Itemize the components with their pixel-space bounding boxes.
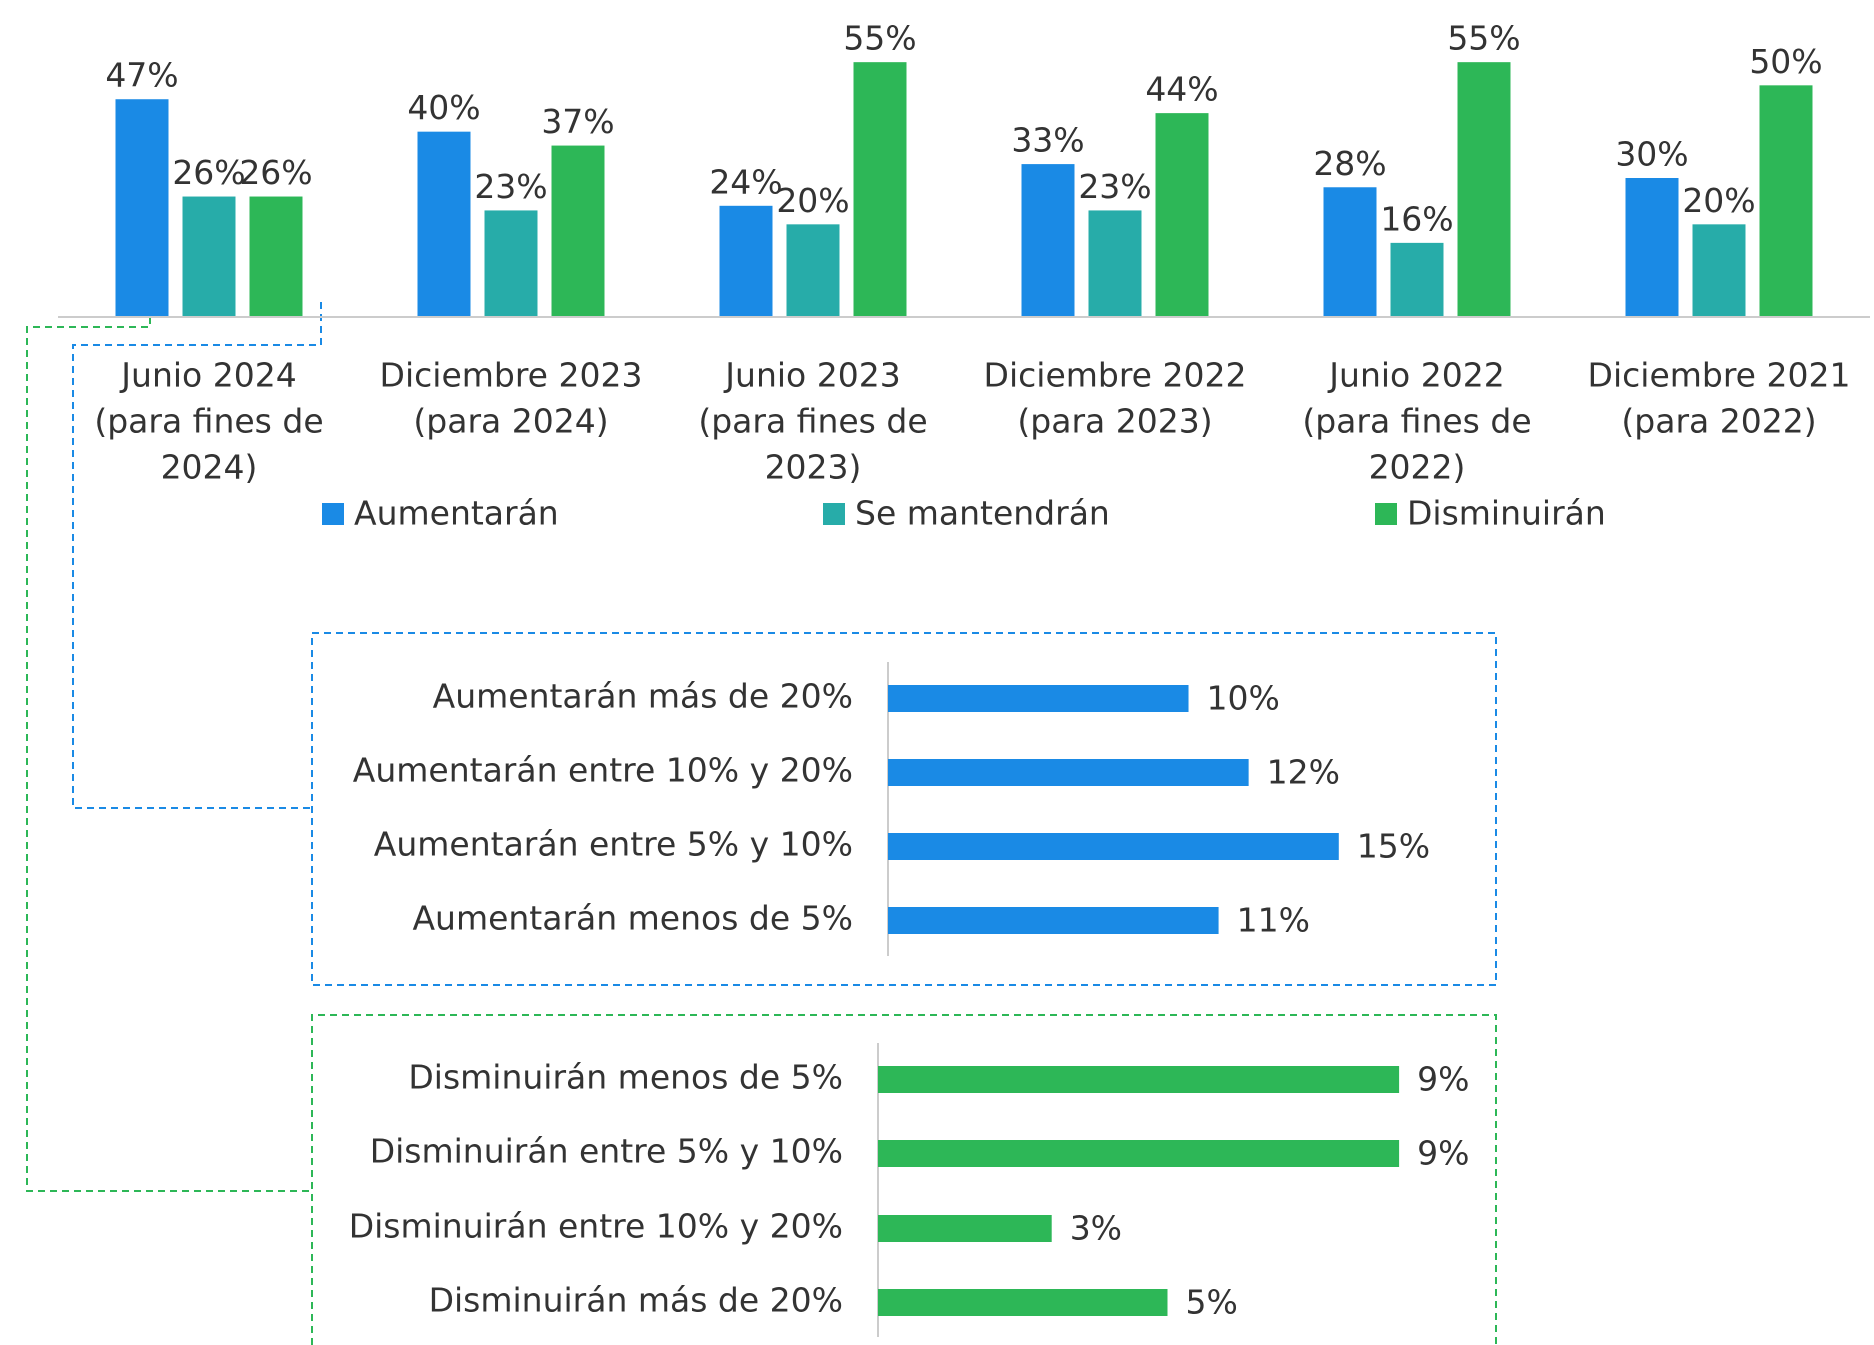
legend-label: Disminuirán (1407, 494, 1606, 533)
legend-label: Se mantendrán (855, 494, 1110, 533)
legend-swatch (1375, 503, 1397, 525)
y-tick-label: Disminuirán más de 20% (429, 1281, 843, 1320)
x-tick-label: (para fines de (94, 402, 323, 441)
x-tick-label: Junio 2024 (119, 356, 296, 395)
x-tick-label: (para 2024) (413, 402, 608, 441)
value-label: 11% (1237, 901, 1310, 940)
y-tick-label: Disminuirán entre 5% y 10% (370, 1132, 843, 1171)
value-label: 3% (1070, 1209, 1122, 1248)
value-label: 16% (1380, 199, 1453, 238)
bar (888, 907, 1219, 934)
bar (888, 833, 1339, 860)
value-label: 55% (1447, 19, 1520, 58)
bar (1759, 85, 1813, 317)
value-label: 15% (1357, 827, 1430, 866)
value-label: 12% (1267, 753, 1340, 792)
y-tick-label: Aumentarán menos de 5% (412, 899, 853, 938)
bar (1323, 187, 1377, 317)
x-tick-label: (para fines de (698, 402, 927, 441)
bar (115, 99, 169, 317)
value-label: 23% (474, 167, 547, 206)
value-label: 26% (172, 153, 245, 192)
connector (26, 317, 312, 1192)
bar (878, 1215, 1052, 1242)
connector (72, 302, 322, 809)
value-label: 26% (239, 153, 312, 192)
y-tick-label: Aumentarán entre 5% y 10% (374, 825, 853, 864)
bar (1155, 113, 1209, 317)
bar (1088, 210, 1142, 317)
value-label: 50% (1749, 42, 1822, 81)
x-tick-label: (para 2023) (1017, 402, 1212, 441)
bar (888, 685, 1189, 712)
x-tick-label: Diciembre 2023 (380, 356, 643, 395)
value-label: 55% (843, 19, 916, 58)
x-tick-label: 2022) (1369, 448, 1466, 487)
bar (888, 759, 1249, 786)
bar (853, 62, 907, 317)
bar (878, 1066, 1400, 1093)
bar (249, 196, 303, 317)
value-label: 20% (1682, 181, 1755, 220)
value-label: 24% (709, 162, 782, 201)
value-label: 28% (1313, 144, 1386, 183)
value-label: 37% (541, 102, 614, 141)
x-tick-label: 2024) (161, 448, 258, 487)
x-tick-label: Diciembre 2021 (1588, 356, 1851, 395)
value-label: 33% (1011, 121, 1084, 160)
x-tick-label: Diciembre 2022 (984, 356, 1247, 395)
bar (878, 1140, 1400, 1167)
value-label: 30% (1615, 135, 1688, 174)
bar (719, 205, 773, 317)
x-tick-label: (para 2022) (1621, 402, 1816, 441)
y-tick-label: Disminuirán entre 10% y 20% (349, 1207, 843, 1246)
bar (1021, 164, 1075, 317)
value-label: 10% (1207, 679, 1280, 718)
value-label: 20% (776, 181, 849, 220)
value-label: 40% (407, 88, 480, 127)
y-tick-label: Disminuirán menos de 5% (408, 1058, 843, 1097)
legend-swatch (823, 503, 845, 525)
bar (182, 196, 236, 317)
value-label: 9% (1417, 1060, 1469, 1099)
legend-label: Aumentarán (354, 494, 559, 533)
value-label: 9% (1417, 1134, 1469, 1173)
x-tick-label: (para fines de (1302, 402, 1531, 441)
bar (484, 210, 538, 317)
value-label: 23% (1078, 167, 1151, 206)
bar (1692, 224, 1746, 317)
x-tick-label: Junio 2023 (723, 356, 900, 395)
value-label: 47% (105, 56, 178, 95)
bar (1457, 62, 1511, 317)
y-tick-label: Aumentarán más de 20% (433, 677, 853, 716)
x-tick-label: 2023) (765, 448, 862, 487)
x-tick-label: Junio 2022 (1327, 356, 1504, 395)
bar (1625, 178, 1679, 317)
y-tick-label: Aumentarán entre 10% y 20% (353, 751, 853, 790)
frame (311, 632, 1497, 986)
bar (878, 1289, 1168, 1316)
bar (786, 224, 840, 317)
value-label: 44% (1145, 70, 1218, 109)
value-label: 5% (1186, 1283, 1238, 1322)
bar (417, 131, 471, 317)
bar (551, 145, 605, 317)
legend-swatch (322, 503, 344, 525)
bar (1390, 242, 1444, 317)
